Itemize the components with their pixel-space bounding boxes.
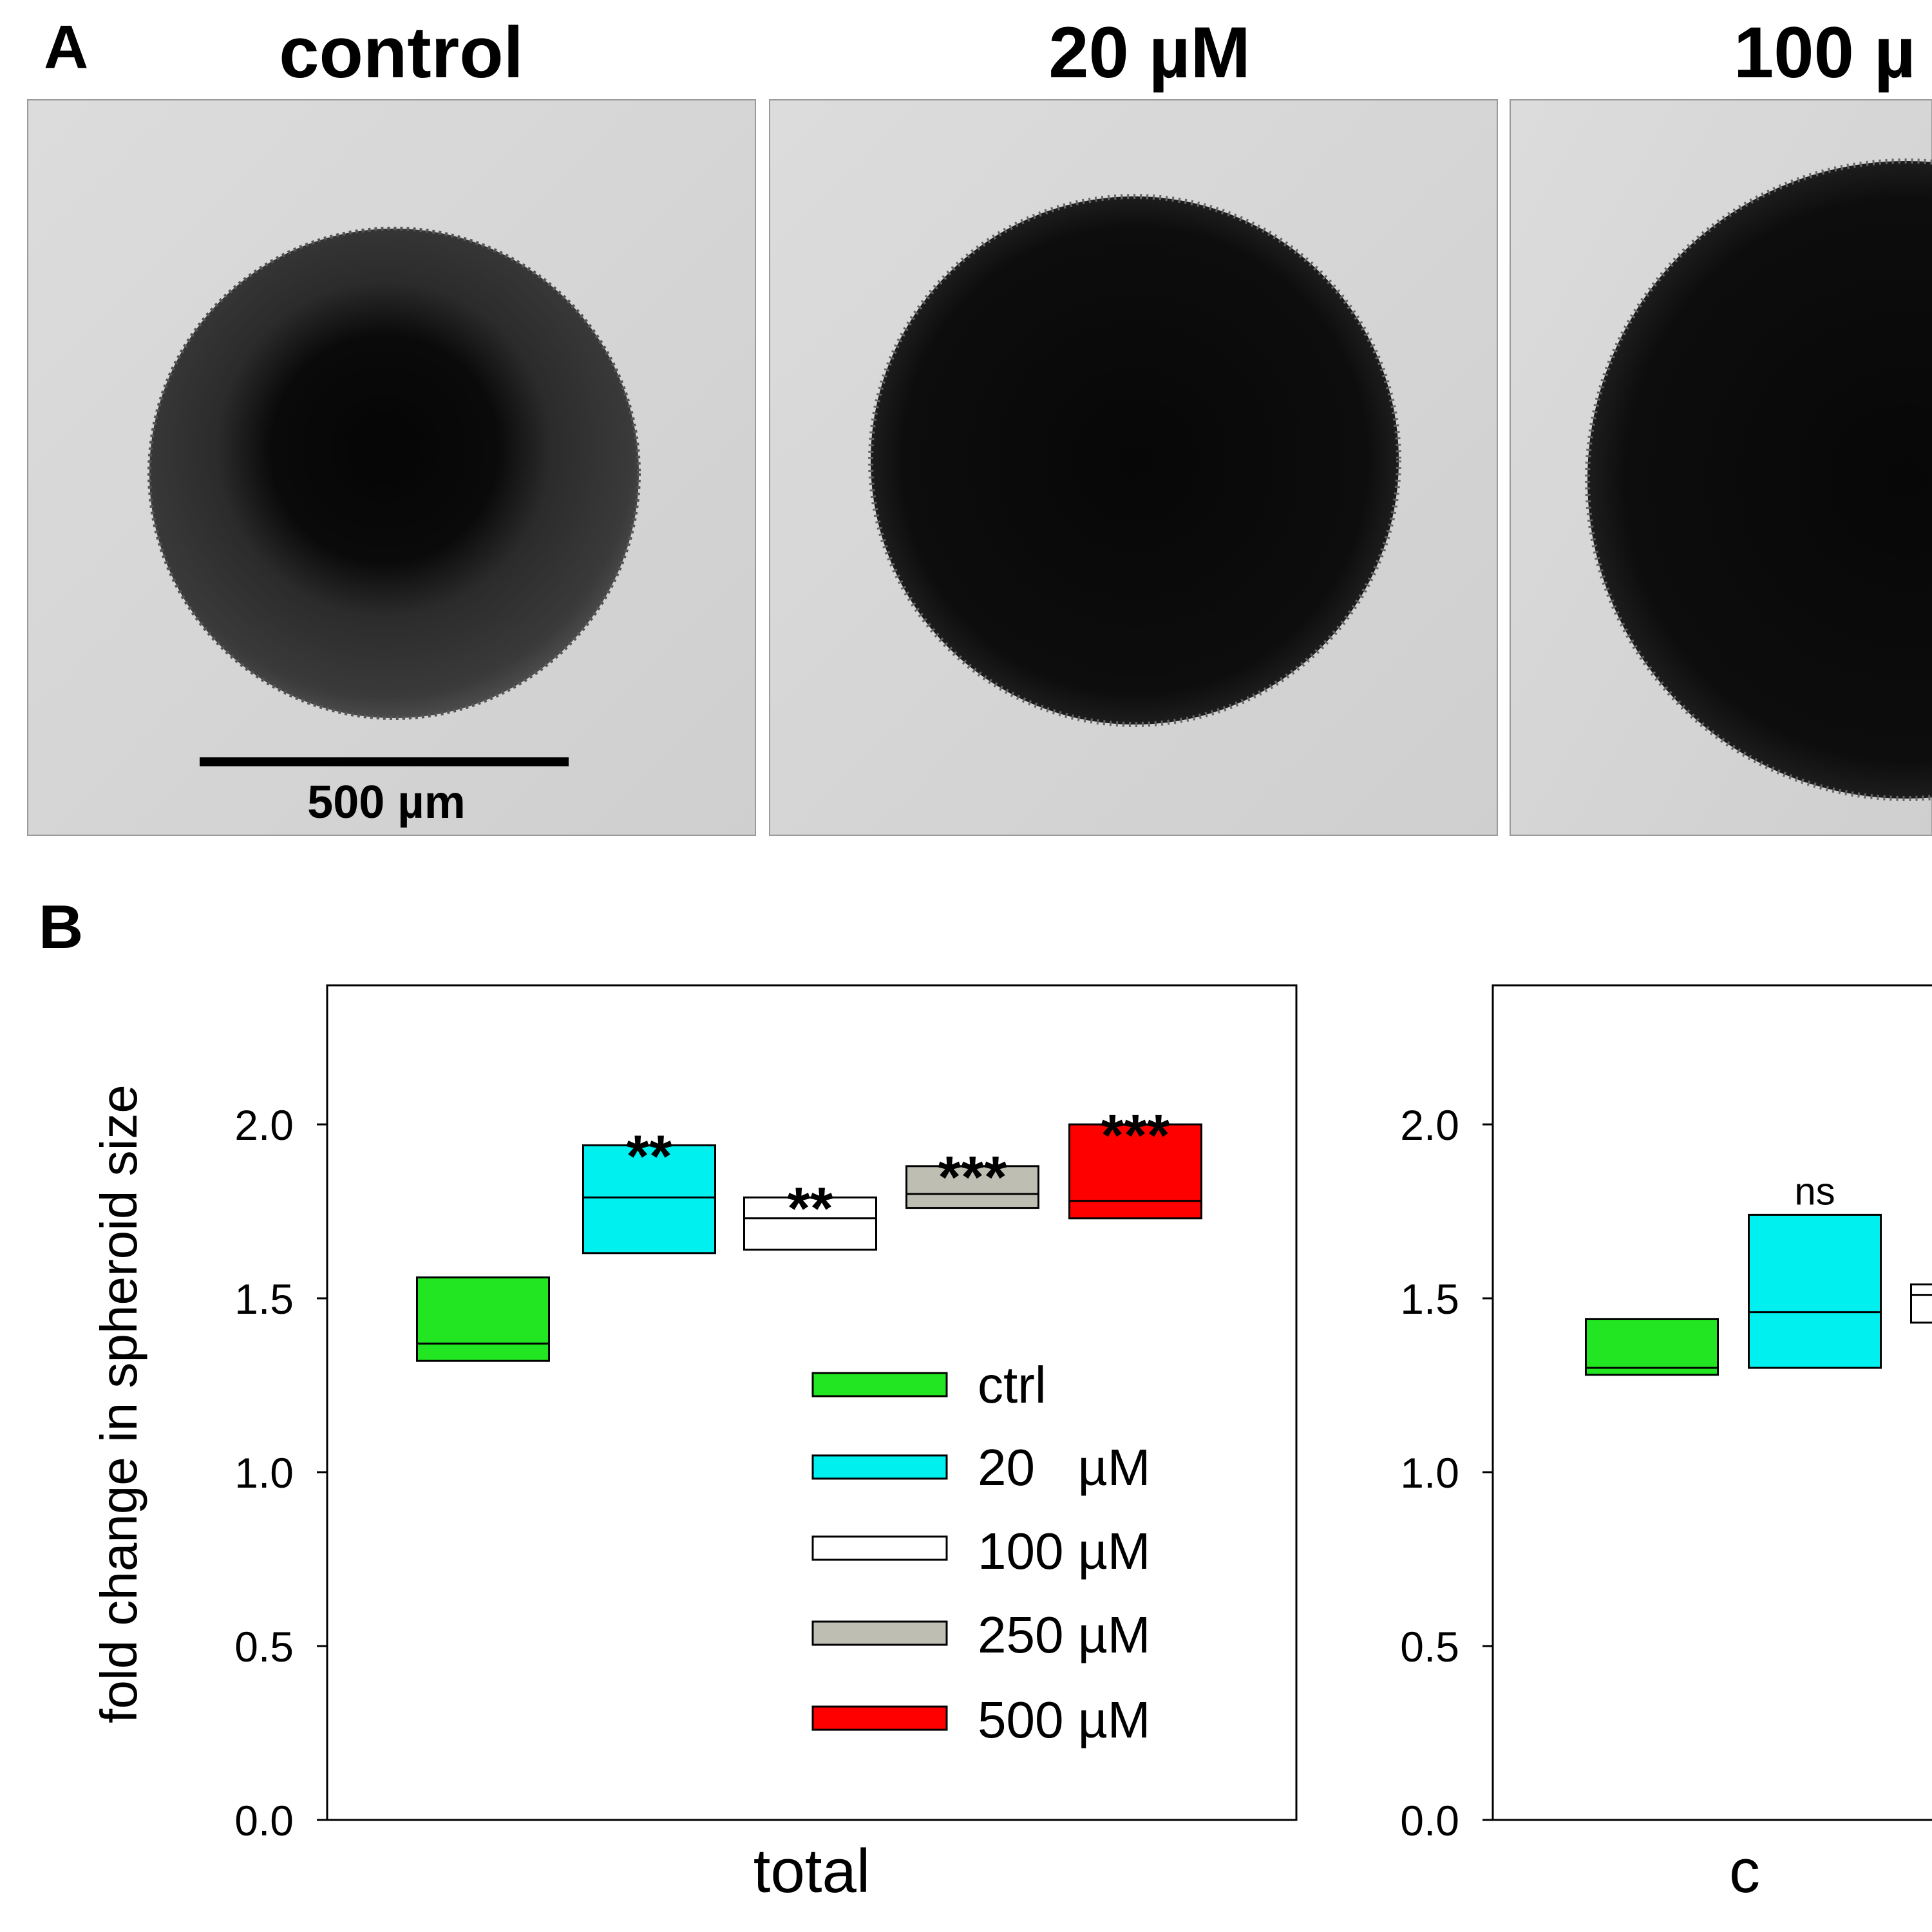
- y-tick-label: 1.0: [234, 1449, 294, 1497]
- y-tick-label: 0.5: [234, 1623, 294, 1671]
- micrograph-20um: [769, 99, 1498, 836]
- box-ctrl: [416, 1276, 550, 1362]
- box-100m: [1910, 1283, 1932, 1324]
- legend-item-500um: 500 µM: [811, 1691, 1150, 1748]
- significance-100m: **: [787, 1176, 833, 1242]
- micrograph-100um: [1510, 99, 1932, 836]
- y-tick-label: 1.5: [234, 1275, 294, 1323]
- column-label-100um: 100 µ: [1734, 12, 1916, 93]
- panel-a-letter: A: [44, 13, 88, 82]
- panel-b-letter: B: [39, 893, 83, 961]
- significance-250m: ***: [938, 1144, 1007, 1210]
- box-500m: [1068, 1123, 1202, 1220]
- legend-label-500um: 500 µM: [978, 1691, 1150, 1748]
- legend-swatch-ctrl: [811, 1372, 948, 1397]
- chart-total: 0.00.51.01.52.0 **** ******total: [234, 984, 1298, 1906]
- micrograph-control: 500 µm: [27, 99, 756, 836]
- plot-frame: [1492, 984, 1932, 1821]
- significance-20m: ns: [1794, 1170, 1835, 1213]
- column-label-20um: 20 µM: [1048, 12, 1251, 93]
- y-tick-label: 0.5: [1400, 1623, 1459, 1671]
- scale-bar-label: 500 µm: [307, 777, 466, 828]
- column-label-control: control: [279, 12, 524, 93]
- y-tick-label: 1.0: [1400, 1449, 1459, 1497]
- box-20m: [1748, 1213, 1882, 1369]
- box-ctrl: [1585, 1318, 1719, 1376]
- legend-swatch-250um: [811, 1620, 948, 1646]
- y-tick-label: 2.0: [234, 1101, 294, 1149]
- legend-item-100um: 100 µM: [811, 1522, 1150, 1580]
- legend-swatch-100um: [811, 1535, 948, 1561]
- legend-label-250um: 250 µM: [978, 1606, 1150, 1663]
- legend-item-250um: 250 µM: [811, 1606, 1150, 1663]
- significance-500m: ***: [1101, 1103, 1170, 1169]
- spheroid-control: [147, 227, 641, 720]
- y-tick-label: 1.5: [1400, 1275, 1459, 1323]
- spheroid-100um: [1585, 158, 1932, 801]
- legend-swatch-20um: [811, 1454, 948, 1480]
- box-100m: [743, 1196, 877, 1251]
- legend-item-20um: 20 µM: [811, 1439, 1150, 1496]
- legend-swatch-500um: [811, 1705, 948, 1731]
- box-250m: [905, 1165, 1039, 1209]
- legend-label-20um: 20 µM: [978, 1439, 1150, 1496]
- plot-frame: [326, 984, 1298, 1821]
- panel-a: A control 20 µM 100 µ 500 µm: [27, 12, 1932, 836]
- spheroid-20um: [868, 194, 1401, 727]
- legend: ctrl 20 µM 100 µM 250 µM 500 µM: [811, 1356, 1150, 1748]
- y-axis-label: fold change in spheroid size: [90, 1084, 147, 1723]
- box-20m: [582, 1144, 716, 1255]
- chart-c: 0.0 0.5 1.0 1.5 2.0 ns c: [1400, 984, 1932, 1906]
- y-tick-label: 0.0: [234, 1797, 294, 1844]
- legend-label-100um: 100 µM: [978, 1522, 1150, 1580]
- legend-item-ctrl: ctrl: [811, 1356, 1046, 1414]
- significance-20m: **: [626, 1124, 672, 1189]
- y-tick-label: 0.0: [1400, 1797, 1459, 1844]
- x-axis-label: c: [1729, 1837, 1760, 1906]
- legend-label-ctrl: ctrl: [978, 1356, 1046, 1414]
- x-axis-label: total: [753, 1837, 870, 1906]
- panel-b: B fold change in spheroid size 0.0 0.5 1.0…: [39, 893, 1932, 1906]
- y-tick-label: 2.0: [1400, 1101, 1459, 1149]
